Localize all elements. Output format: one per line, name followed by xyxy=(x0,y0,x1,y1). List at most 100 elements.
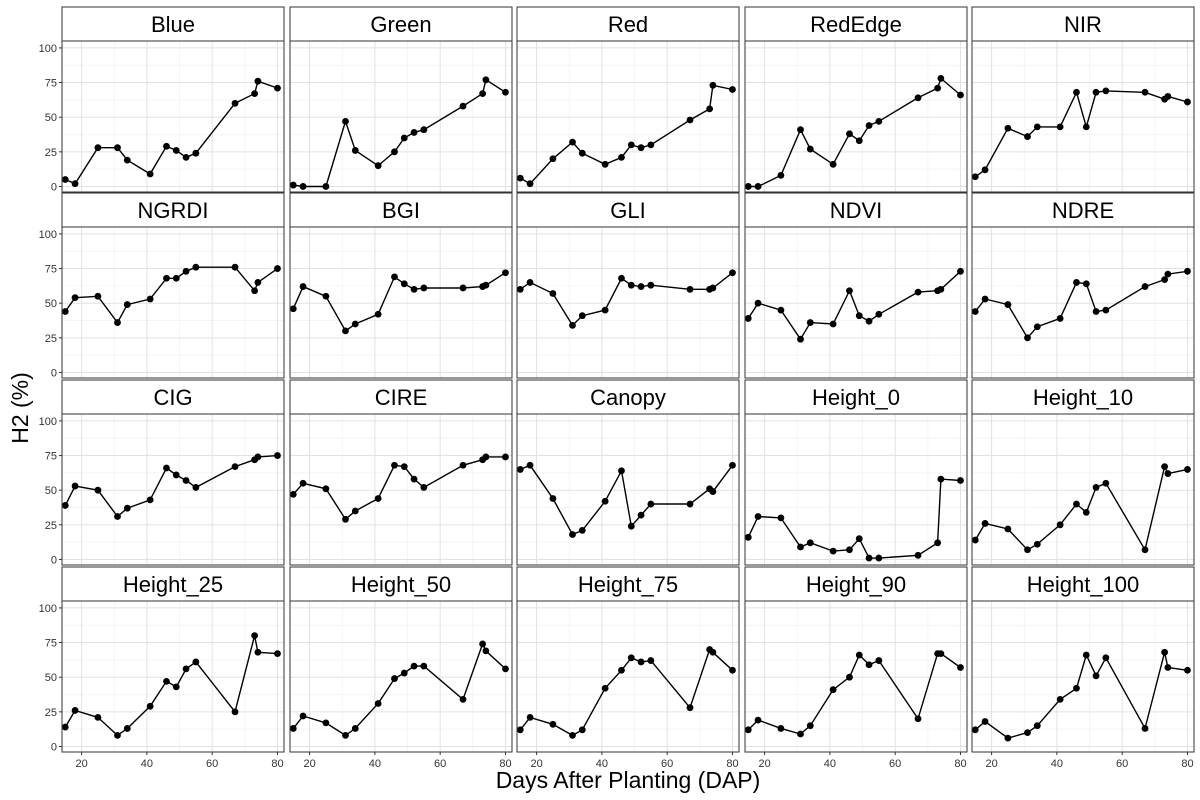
data-point xyxy=(123,156,131,164)
data-point xyxy=(94,486,102,494)
y-tick-label: 25 xyxy=(45,333,57,345)
data-point xyxy=(744,315,752,322)
x-tick-label: 80 xyxy=(499,758,511,770)
data-point xyxy=(777,514,785,522)
data-point xyxy=(322,292,330,300)
data-point xyxy=(1184,98,1191,106)
data-point xyxy=(351,320,359,328)
panel-border xyxy=(289,413,513,566)
data-point xyxy=(1092,88,1100,96)
plot-area xyxy=(62,601,284,752)
data-point xyxy=(502,665,509,673)
panel-border xyxy=(61,413,285,566)
data-point xyxy=(1184,267,1191,275)
x-tick-label: 80 xyxy=(271,758,283,770)
panel-title: Blue xyxy=(151,12,195,37)
data-point xyxy=(971,173,979,181)
data-point xyxy=(274,84,281,92)
data-point xyxy=(1161,648,1169,656)
panel-title: Height_0 xyxy=(812,385,900,410)
data-point xyxy=(459,284,467,292)
data-point xyxy=(934,84,942,92)
data-point xyxy=(1004,734,1012,742)
data-point xyxy=(686,500,694,508)
data-point xyxy=(1024,546,1031,554)
data-point xyxy=(182,477,190,484)
data-point xyxy=(299,183,307,190)
x-tick-label: 60 xyxy=(1116,758,1128,770)
panel-strip xyxy=(516,6,740,42)
data-point xyxy=(865,122,873,129)
panel-title: NDVI xyxy=(830,198,883,223)
panel-title: Height_50 xyxy=(351,572,451,597)
data-point xyxy=(709,284,717,292)
y-axis-title: H2 (%) xyxy=(7,372,33,444)
data-point xyxy=(709,648,717,656)
data-point xyxy=(686,704,694,712)
data-point xyxy=(1184,666,1191,674)
data-point xyxy=(637,144,645,152)
data-point xyxy=(1024,133,1031,140)
data-point xyxy=(686,285,694,293)
data-point xyxy=(516,285,524,293)
series-line xyxy=(974,270,1188,339)
data-point xyxy=(1004,525,1012,533)
data-point xyxy=(647,281,655,289)
data-point xyxy=(289,490,297,498)
series-line xyxy=(974,90,1188,178)
panel-title: RedEdge xyxy=(810,12,902,37)
data-point xyxy=(254,648,262,656)
y-tick-label: 25 xyxy=(45,147,57,159)
data-point xyxy=(549,155,557,163)
data-point xyxy=(374,495,382,502)
data-point xyxy=(549,290,557,297)
data-point xyxy=(578,149,586,157)
data-point xyxy=(123,301,131,308)
panel-title: NIR xyxy=(1064,12,1102,37)
data-point xyxy=(569,731,576,739)
data-point xyxy=(797,730,804,738)
data-point xyxy=(274,265,281,272)
y-tick-label: 0 xyxy=(51,741,57,753)
panel-strip xyxy=(61,6,285,42)
data-point xyxy=(1073,88,1080,96)
data-point xyxy=(729,86,736,93)
data-point xyxy=(754,513,762,520)
data-point xyxy=(1056,695,1064,703)
y-tick-label: 0 xyxy=(51,181,57,193)
data-point xyxy=(351,147,359,154)
data-point xyxy=(914,288,922,296)
data-point xyxy=(829,686,837,694)
data-point xyxy=(482,76,490,84)
panel-border xyxy=(744,600,968,753)
data-point xyxy=(482,647,490,655)
data-point xyxy=(1164,93,1172,100)
data-point xyxy=(1082,651,1090,659)
data-point xyxy=(146,295,154,303)
data-point xyxy=(578,526,586,534)
panel-title: Height_90 xyxy=(806,572,906,597)
data-point xyxy=(637,283,645,290)
series-line xyxy=(520,464,734,536)
data-point xyxy=(114,319,121,326)
x-tick-label: 60 xyxy=(206,758,218,770)
data-point xyxy=(1004,301,1012,308)
data-point xyxy=(502,88,509,96)
panel-green: Green xyxy=(289,6,513,193)
y-tick-label: 75 xyxy=(45,78,57,90)
panel-title: Height_10 xyxy=(1033,385,1133,410)
panel-border xyxy=(289,226,513,379)
panel-title: Canopy xyxy=(590,385,666,410)
data-point xyxy=(342,515,349,523)
data-point xyxy=(502,269,509,277)
data-point xyxy=(459,461,467,469)
panel-border xyxy=(516,40,740,193)
data-point xyxy=(846,130,853,138)
data-point xyxy=(806,722,814,730)
data-point xyxy=(971,308,979,315)
panel-ndre: NDRE xyxy=(971,192,1195,379)
panel-title: CIRE xyxy=(375,385,428,410)
data-point xyxy=(71,294,79,302)
panel-strip xyxy=(971,566,1195,602)
